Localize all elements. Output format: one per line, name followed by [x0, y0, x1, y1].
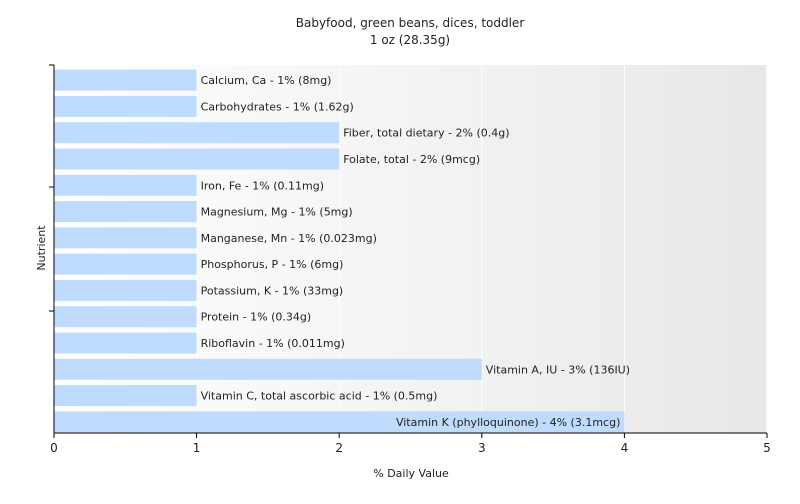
x-tick-label: 1	[193, 441, 201, 455]
bar-label: Folate, total - 2% (9mcg)	[343, 153, 480, 166]
bar	[54, 95, 197, 117]
x-tick-label: 3	[478, 441, 486, 455]
bar	[54, 279, 197, 301]
bar	[54, 358, 482, 380]
x-axis-label: % Daily Value	[373, 467, 449, 480]
x-tick-label: 4	[621, 441, 629, 455]
bar	[54, 332, 197, 354]
bar	[54, 411, 625, 433]
bar-label: Magnesium, Mg - 1% (5mg)	[201, 206, 353, 219]
bar-label: Vitamin K (phylloquinone) - 4% (3.1mcg)	[396, 416, 620, 429]
bar-label: Manganese, Mn - 1% (0.023mg)	[201, 232, 377, 245]
bar	[54, 69, 197, 91]
bar-label: Iron, Fe - 1% (0.11mg)	[201, 179, 324, 192]
x-tick-label: 2	[335, 441, 343, 455]
bar-label: Potassium, K - 1% (33mg)	[201, 284, 344, 297]
bar-label: Phosphorus, P - 1% (6mg)	[201, 258, 344, 271]
bar-label: Vitamin A, IU - 3% (136IU)	[486, 363, 630, 376]
plot-area: Calcium, Ca - 1% (8mg) Carbohydrates - 1%…	[49, 64, 771, 455]
bar-label: Calcium, Ca - 1% (8mg)	[201, 74, 332, 87]
bar-label: Riboflavin - 1% (0.011mg)	[201, 337, 345, 350]
bar-label: Vitamin C, total ascorbic acid - 1% (0.5…	[201, 390, 438, 403]
bar-label: Protein - 1% (0.34g)	[201, 311, 312, 324]
bar-label: Fiber, total dietary - 2% (0.4g)	[343, 127, 509, 140]
chart-title: Babyfood, green beans, dices, toddler	[296, 16, 525, 30]
y-axis-label: Nutrient	[35, 225, 48, 271]
bar	[54, 306, 197, 328]
bar	[54, 122, 340, 144]
bar	[54, 148, 340, 170]
bar	[54, 174, 197, 196]
chart-subtitle: 1 oz (28.35g)	[370, 33, 450, 47]
bar	[54, 227, 197, 249]
bar	[54, 385, 197, 407]
bar-label: Carbohydrates - 1% (1.62g)	[201, 100, 354, 113]
bar	[54, 253, 197, 275]
x-tick-label: 0	[50, 441, 58, 455]
x-tick-label: 5	[763, 441, 771, 455]
bar	[54, 201, 197, 223]
